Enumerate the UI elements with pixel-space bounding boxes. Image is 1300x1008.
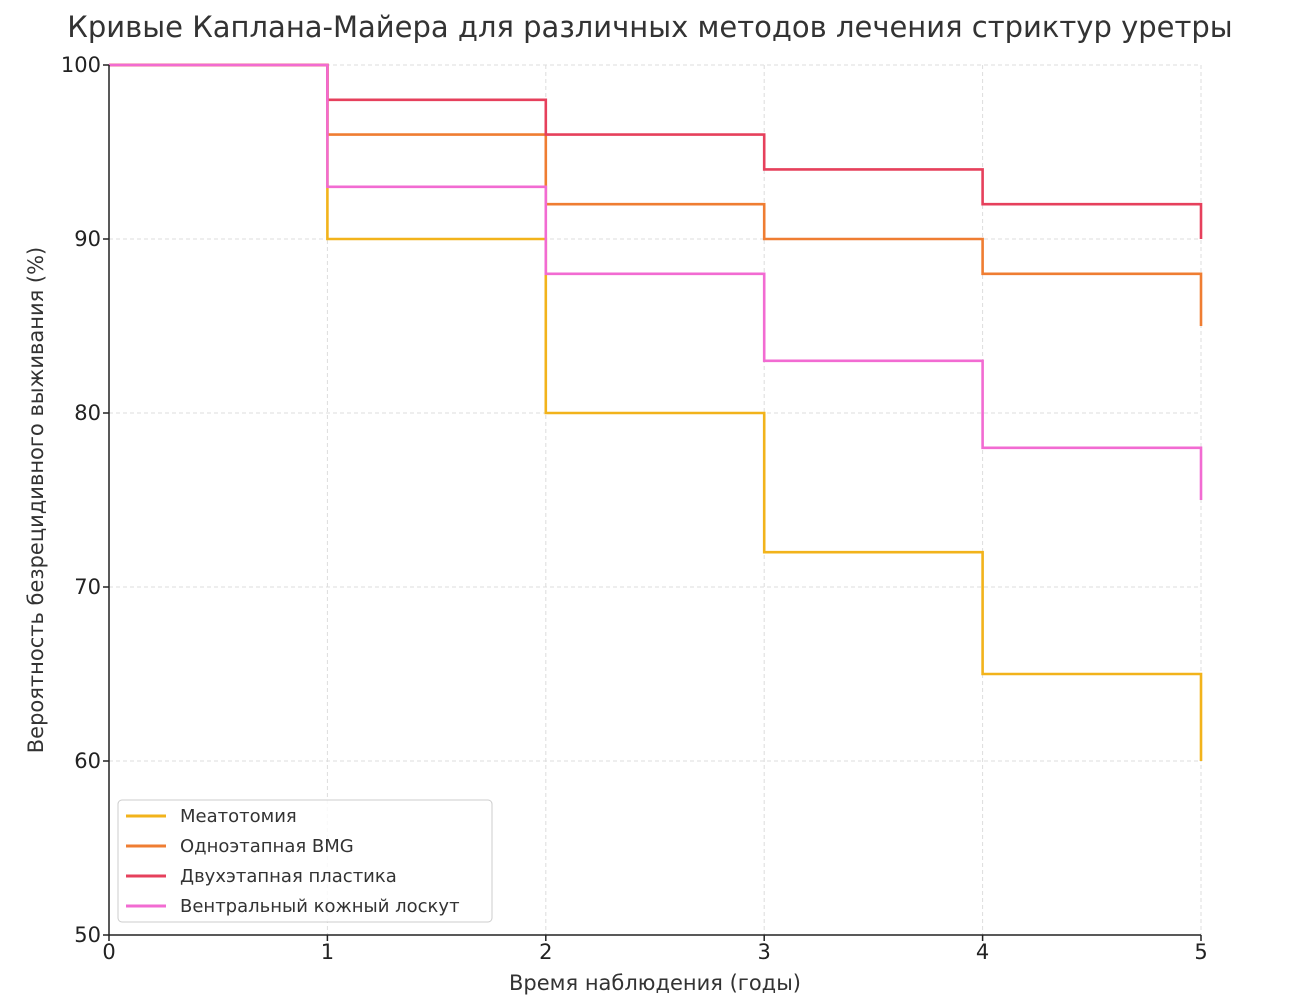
x-axis-label: Время наблюдения (годы) xyxy=(509,971,801,995)
y-tick-label: 100 xyxy=(61,53,101,77)
legend-label: Меатотомия xyxy=(180,806,297,827)
tick-labels: 0 1 2 3 4 5 50 60 70 80 90 100 xyxy=(61,53,1208,964)
chart-title: Кривые Каплана-Майера для различных мето… xyxy=(67,10,1233,44)
legend: Меатотомия Одноэтапная BMG Двухэтапная пла… xyxy=(117,799,493,923)
x-tick-label: 1 xyxy=(321,940,334,964)
y-tick-label: 70 xyxy=(74,575,101,599)
legend-label: Вентральный кожный лоскут xyxy=(180,896,460,917)
legend-label: Одноэтапная BMG xyxy=(180,836,354,857)
legend-box xyxy=(117,799,493,923)
y-tick-label: 90 xyxy=(74,227,101,251)
y-tick-label: 50 xyxy=(74,923,101,947)
y-axis-label: Вероятность безрецидивного выживания (%) xyxy=(24,247,48,753)
x-tick-label: 0 xyxy=(102,940,115,964)
x-tick-label: 4 xyxy=(976,940,989,964)
x-tick-label: 5 xyxy=(1194,940,1207,964)
series-layer xyxy=(109,63,1203,761)
y-tick-label: 80 xyxy=(74,401,101,425)
legend-label: Двухэтапная пластика xyxy=(180,866,397,887)
series-line xyxy=(109,63,1203,326)
series-line xyxy=(109,63,1203,239)
y-tick-label: 60 xyxy=(74,749,101,773)
series-line xyxy=(109,63,1203,500)
x-tick-label: 2 xyxy=(539,940,552,964)
x-tick-label: 3 xyxy=(758,940,771,964)
